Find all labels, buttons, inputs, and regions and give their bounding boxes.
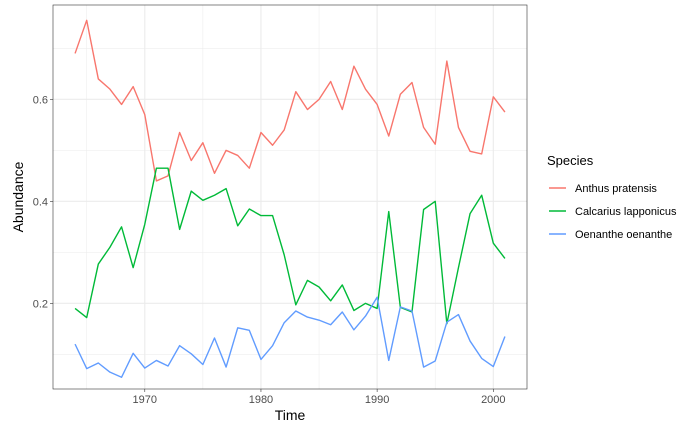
legend-label-0: Anthus pratensis — [575, 183, 657, 195]
y-axis: 0.2 0.4 0.6 — [33, 94, 53, 310]
x-tick-label: 1980 — [249, 394, 273, 406]
grid — [53, 5, 527, 389]
y-tick-label: 0.6 — [33, 94, 48, 106]
series-line-1 — [74, 167, 506, 325]
plot-panel — [53, 5, 527, 389]
y-tick-label: 0.2 — [33, 298, 48, 310]
plot-border — [52, 4, 528, 390]
series-line-0 — [74, 19, 506, 182]
series-line-2 — [74, 296, 506, 378]
legend-label-1: Calcarius lapponicus — [575, 206, 677, 218]
x-tick-label: 1990 — [365, 394, 389, 406]
x-tick-label: 2000 — [481, 394, 505, 406]
legend-label-2: Oenanthe oenanthe — [575, 229, 672, 241]
series-lines — [74, 19, 506, 378]
x-axis-title: Time — [275, 407, 306, 423]
y-axis-title: Abundance — [10, 161, 26, 232]
x-axis: 1970 1980 1990 2000 — [133, 389, 506, 406]
y-tick-label: 0.4 — [33, 196, 48, 208]
legend-title: Species — [547, 153, 594, 168]
legend: Species Anthus pratensis Calcarius lappon… — [547, 153, 677, 241]
x-tick-label: 1970 — [133, 394, 157, 406]
legend-items: Anthus pratensis Calcarius lapponicus Oena… — [549, 183, 677, 241]
